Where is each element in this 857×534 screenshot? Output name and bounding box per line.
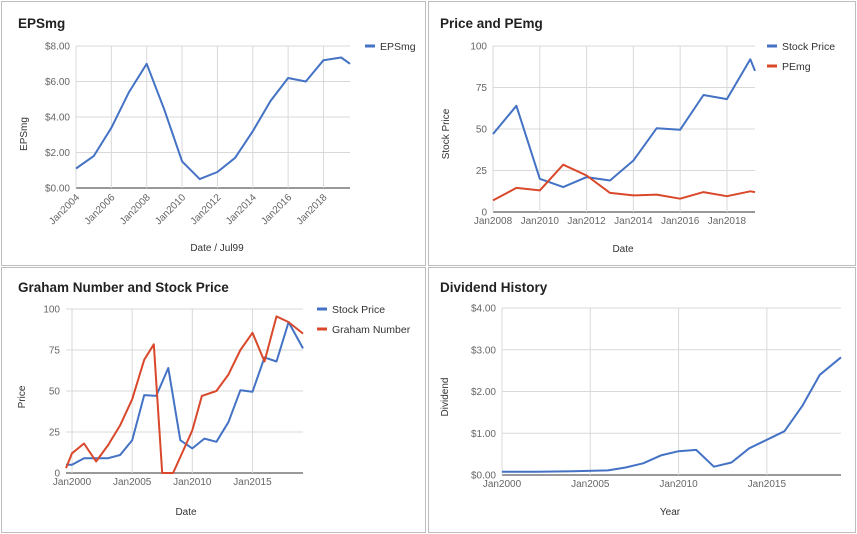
y-tick-label: $2.00 [471,387,496,398]
y-tick-label: $1.00 [471,429,496,440]
chart-dividend-svg: Dividend History $0.00 $1.00 $2.00 $3.00 $4.… [440,280,842,518]
x-tick-label: Jan2018 [295,192,330,227]
y-tick-label: $0.00 [45,184,70,195]
x-axis-label: Date [612,244,634,255]
chart-panel-graham: Graham Number and Stock Price 0 25 50 75 100… [1,267,426,533]
legend[interactable]: Stock Price Graham Number [317,304,411,336]
y-tick-label: $8.00 [45,42,70,53]
y-tick-label: 100 [43,305,60,316]
gridlines [492,45,755,213]
x-tick-label: Jan2015 [748,479,787,490]
y-axis-label: EPSmg [19,117,30,151]
y-axis-label: Dividend [440,378,451,417]
chart-panel-price-pemg: Price and PEmg 0 25 50 75 100 Jan2008 Jan2010… [428,1,856,266]
legend-entry-label[interactable]: Graham Number [332,324,411,336]
y-tick-label: 0 [481,208,487,219]
legend-swatch [767,64,777,68]
x-tick-label: Jan2008 [474,216,513,227]
y-axis-label: Stock Price [441,108,452,159]
legend[interactable]: Stock Price PEmg [767,41,835,73]
series-lines [502,356,842,473]
y-tick-label: $6.00 [45,77,70,88]
x-tick-label: Jan2012 [567,216,606,227]
chart-panel-epsmg: EPSmg $0.00 $2.00 $4.00 $6.00 $8.00 Jan2004 J… [1,1,426,266]
y-tick-label: 50 [476,125,488,136]
y-tick-label: $0.00 [471,471,496,482]
x-axis-label: Date [175,507,197,518]
x-tick-label: Jan2015 [233,477,272,488]
x-tick-labels: Jan2008 Jan2010 Jan2012 Jan2014 Jan2016 Jan20… [474,216,747,227]
y-tick-label: 75 [476,83,488,94]
y-tick-labels: 0 25 50 75 100 [470,42,487,219]
y-tick-label: 50 [49,387,61,398]
legend-entry-label[interactable]: Stock Price [332,304,385,316]
legend-swatch [365,44,375,48]
x-tick-label: Jan2010 [153,192,188,227]
x-axis-label: Year [660,507,681,518]
legend[interactable]: EPSmg [365,41,416,53]
y-tick-label: 25 [49,428,61,439]
x-tick-label: Jan2016 [259,192,294,227]
chart-graham-svg: Graham Number and Stock Price 0 25 50 75 100… [17,280,411,518]
chart-title: EPSmg [18,16,65,31]
y-tick-label: $4.00 [45,113,70,124]
series-line-graham-number[interactable] [65,315,304,474]
y-tick-label: 0 [54,469,60,480]
x-tick-label: Jan2004 [47,192,82,227]
y-tick-label: $4.00 [471,304,496,315]
x-tick-label: Jan2010 [659,479,698,490]
x-tick-label: Jan2005 [571,479,610,490]
series-line-stock-price[interactable] [492,58,756,189]
chart-panel-dividend: Dividend History $0.00 $1.00 $2.00 $3.00 $4.… [428,267,856,533]
x-tick-label: Jan2014 [614,216,653,227]
x-tick-label: Jan2014 [224,192,259,227]
x-tick-labels: Jan2000 Jan2005 Jan2010 Jan2015 [53,477,272,488]
y-tick-label: $3.00 [471,345,496,356]
y-tick-labels: $0.00 $1.00 $2.00 $3.00 $4.00 [471,304,496,482]
x-tick-label: Jan2010 [173,477,212,488]
x-tick-labels: Jan2004 Jan2006 Jan2008 Jan2010 Jan2012 Jan20… [47,192,330,227]
legend-swatch [767,44,777,48]
legend-entry-label[interactable]: Stock Price [782,41,835,53]
chart-epsmg-svg: EPSmg $0.00$2.00$4.00$6.00$8.00 Jan2004 J… [18,16,416,254]
y-tick-label: 25 [476,166,488,177]
series-line-values[interactable] [502,356,842,473]
x-tick-label: Jan2018 [708,216,747,227]
series-lines [65,315,304,474]
y-tick-label: 100 [470,42,487,53]
series-line-epsmg[interactable] [75,56,351,181]
series-lines [492,58,756,202]
y-tick-labels: 0 25 50 75 100 [43,305,60,480]
y-axis-label: Price [17,385,28,408]
chart-title: Dividend History [440,280,548,295]
x-tick-label: Jan2016 [661,216,700,227]
gridlines [75,45,350,189]
gridlines [66,308,303,474]
legend-entry-label[interactable]: PEmg [782,61,811,73]
x-axis-label: Date / Jul99 [190,243,244,254]
legend-swatch [317,327,327,331]
x-tick-label: Jan2000 [53,477,92,488]
x-tick-label: Jan2010 [521,216,560,227]
x-tick-label: Jan2000 [483,479,522,490]
y-tick-labels: $0.00 $2.00 $4.00 $6.00 $8.00 [45,42,70,195]
chart-price-pemg-svg: Price and PEmg 0 25 50 75 100 Jan2008 Jan2010… [440,16,835,255]
series-line-pemg[interactable] [492,163,756,202]
chart-title: Graham Number and Stock Price [18,280,229,295]
x-tick-label: Jan2008 [118,192,153,227]
y-tick-label: 75 [49,346,61,357]
x-tick-label: Jan2012 [189,192,224,227]
chart-title: Price and PEmg [440,16,543,31]
x-tick-label: Jan2005 [113,477,152,488]
x-tick-label: Jan2006 [83,192,118,227]
series-lines [75,56,351,181]
y-tick-label: $2.00 [45,148,70,159]
gridlines [501,307,841,476]
x-tick-labels: Jan2000 Jan2005 Jan2010 Jan2015 [483,479,787,490]
series-line-stock-price[interactable] [66,321,304,466]
legend-entry-label[interactable]: EPSmg [380,41,416,53]
legend-swatch [317,307,327,311]
